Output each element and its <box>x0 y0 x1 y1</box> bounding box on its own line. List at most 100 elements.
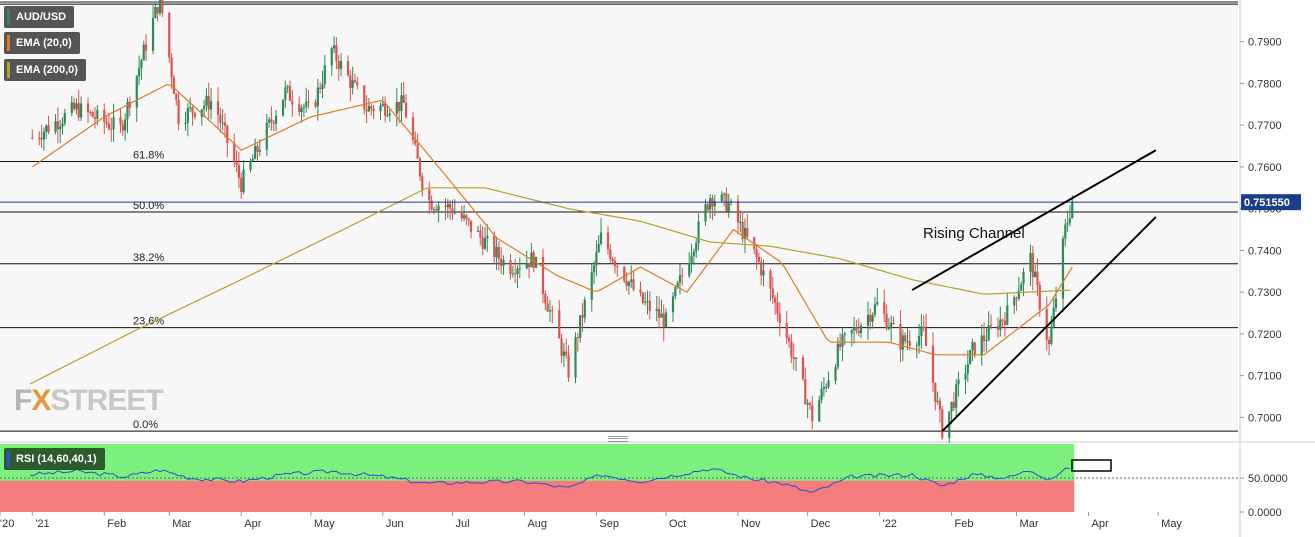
candle-body <box>42 131 46 140</box>
candle-body <box>674 287 677 297</box>
candle-body <box>110 128 113 130</box>
candle-body <box>449 203 452 209</box>
candle-body <box>124 119 127 131</box>
candle-body <box>298 104 301 112</box>
candle-body <box>720 194 723 201</box>
candle-body <box>646 300 649 302</box>
candle-body <box>47 125 50 132</box>
candle-body <box>305 101 308 108</box>
candle-body <box>1029 252 1032 272</box>
candle-body <box>688 263 691 276</box>
candle-body <box>370 106 373 109</box>
candle-body <box>739 222 742 224</box>
price-tick-label: 0.7000 <box>1248 412 1282 424</box>
candle-body <box>546 303 549 312</box>
candle-body <box>302 107 306 109</box>
candle-body <box>119 117 122 125</box>
candle-body <box>54 121 57 132</box>
candle-body <box>135 76 138 108</box>
candle-body <box>704 204 707 222</box>
candle-body <box>746 227 749 238</box>
legend-rsi[interactable]: RSI (14,60,40,1) <box>4 448 105 470</box>
candle-body <box>402 95 405 103</box>
price-tick-label: 0.7900 <box>1248 37 1282 49</box>
fib-level-label: 50.0% <box>133 200 164 212</box>
price-tick-label: 0.7600 <box>1248 162 1282 174</box>
rsi-overbought-zone <box>0 444 1075 483</box>
candle-body <box>579 315 582 338</box>
candle-body <box>476 230 480 232</box>
candle-body <box>769 270 772 289</box>
candle-body <box>91 112 94 118</box>
candle-body <box>1071 202 1074 219</box>
candle-body <box>495 246 498 258</box>
candle-body <box>59 126 62 130</box>
candle-body <box>592 265 596 273</box>
candle-body <box>827 380 830 387</box>
candle-body <box>346 61 350 76</box>
candle-body <box>323 65 326 85</box>
candle-body <box>432 209 436 211</box>
candle-body <box>627 281 630 287</box>
legend-pair[interactable]: AUD/USD <box>4 6 75 28</box>
rsi-line <box>29 467 1070 493</box>
candle-body <box>105 121 108 124</box>
candle-body <box>193 112 196 117</box>
candle-body <box>233 142 236 162</box>
candle-body <box>999 319 1002 330</box>
candle-body <box>630 279 633 282</box>
ema200-swatch <box>7 62 10 78</box>
time-tick-label: Aug <box>527 518 547 530</box>
candle-body <box>1047 339 1051 344</box>
candle-body <box>562 351 566 356</box>
candle-body <box>191 107 194 113</box>
candle-body <box>1013 297 1016 306</box>
candle-body <box>787 337 791 342</box>
candle-body <box>384 103 387 116</box>
candle-body <box>446 203 449 208</box>
fxstreet-watermark-logo: FXSTREET <box>14 384 164 417</box>
candle-body <box>223 122 227 126</box>
fib-level-label: 61.8% <box>133 149 164 161</box>
candle-body <box>885 313 888 329</box>
time-tick-label: May <box>314 518 335 530</box>
candle-body <box>75 103 78 110</box>
candle-body <box>525 262 528 269</box>
candle-body <box>989 325 993 327</box>
legend-ema200[interactable]: EMA (200,0) <box>4 59 86 81</box>
legend-ema20-label: EMA (20,0) <box>16 37 72 49</box>
candle-body <box>365 109 368 112</box>
candle-body <box>527 262 531 268</box>
ema200-line <box>29 187 1070 385</box>
candle-body <box>284 87 287 100</box>
candle-body <box>941 409 944 438</box>
candle-body <box>386 115 389 117</box>
candle-body <box>576 337 579 339</box>
candle-body <box>915 345 918 347</box>
candle-body <box>77 103 80 118</box>
candle-body <box>644 301 647 303</box>
candle-body <box>258 149 261 152</box>
candle-body <box>497 246 501 259</box>
panel-resize-handle[interactable] <box>608 436 628 442</box>
candle-body <box>314 102 317 107</box>
time-tick-label: '20 <box>0 518 14 530</box>
candle-body <box>421 176 424 190</box>
candle-body <box>1068 218 1072 223</box>
candle-body <box>96 109 99 119</box>
candle-body <box>722 193 726 195</box>
candle-body <box>757 256 760 262</box>
legend-ema20[interactable]: EMA (20,0) <box>4 32 80 54</box>
candle-body <box>804 378 807 405</box>
time-tick-label: Sep <box>599 518 619 530</box>
candle-body <box>158 0 162 14</box>
candle-body <box>606 232 610 250</box>
candle-body <box>623 266 626 281</box>
candle-body <box>950 401 953 412</box>
candle-body <box>934 382 937 402</box>
rising-channel-lines[interactable] <box>911 149 1157 432</box>
candle-body <box>1031 252 1034 278</box>
candle-body <box>307 101 310 103</box>
pair-swatch <box>7 9 10 25</box>
